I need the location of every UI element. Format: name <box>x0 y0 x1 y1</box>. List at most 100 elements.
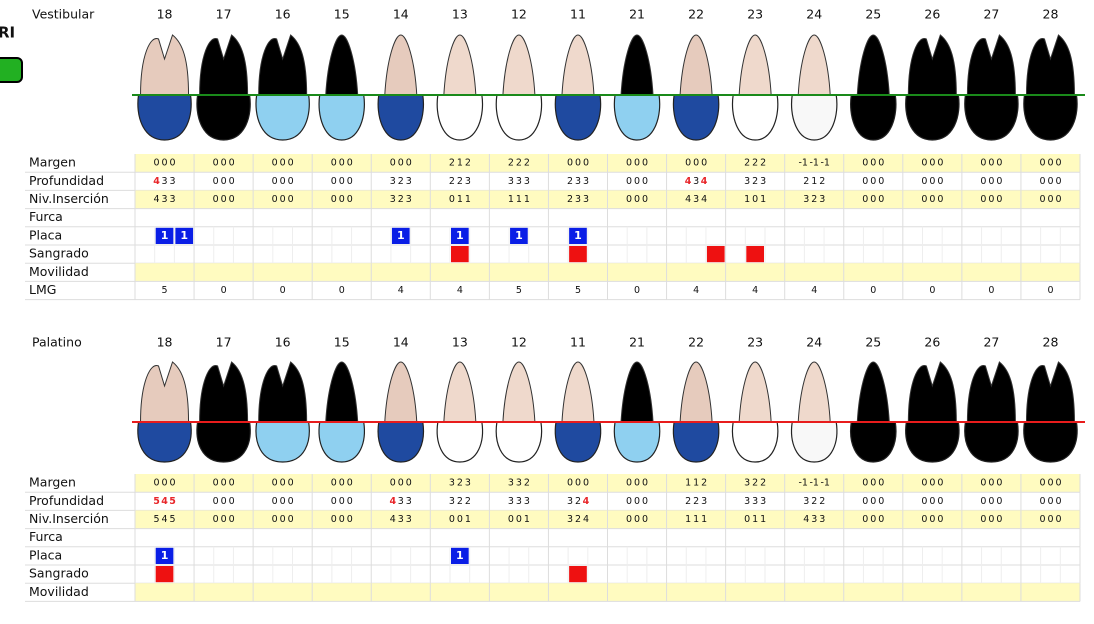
digit: 0 <box>398 158 404 169</box>
digit: 0 <box>1047 194 1053 205</box>
tooth-number: 13 <box>452 7 468 22</box>
digit: 0 <box>862 194 868 205</box>
digit: 1 <box>701 514 707 525</box>
digit: 1 <box>465 514 471 525</box>
digit: 0 <box>339 514 345 525</box>
digit: 2 <box>811 194 817 205</box>
digit: 0 <box>347 194 353 205</box>
digit: 1 <box>508 194 514 205</box>
digit: 2 <box>575 514 581 525</box>
mark-label: 1 <box>456 549 464 562</box>
digit: 0 <box>921 478 927 489</box>
row-label: Furca <box>29 529 63 544</box>
digit: 0 <box>980 158 986 169</box>
digit: 0 <box>567 158 573 169</box>
mark-box <box>569 246 587 262</box>
digit: 0 <box>213 176 219 187</box>
digit: 3 <box>162 176 168 187</box>
digit: 0 <box>339 194 345 205</box>
digit: 3 <box>752 496 758 507</box>
digit: 0 <box>331 194 337 205</box>
digit: 3 <box>701 496 707 507</box>
digit: 0 <box>575 478 581 489</box>
digit: 0 <box>575 158 581 169</box>
digit: 2 <box>752 158 758 169</box>
row-label: Niv.Inserción <box>29 191 109 206</box>
mark-box <box>451 246 469 262</box>
digit: 0 <box>221 496 227 507</box>
digit: 0 <box>288 496 294 507</box>
digit: 0 <box>229 194 235 205</box>
section-title: Vestibular <box>32 7 95 22</box>
tooth-number: 28 <box>1043 335 1059 350</box>
digit: 0 <box>213 478 219 489</box>
digit: 0 <box>398 478 404 489</box>
digit: 4 <box>701 194 707 205</box>
digit: 2 <box>465 496 471 507</box>
row-label: Placa <box>29 227 62 242</box>
digit: 3 <box>760 496 766 507</box>
digit: 5 <box>170 514 176 525</box>
digit: 2 <box>567 176 573 187</box>
digit: 3 <box>449 496 455 507</box>
tooth-number: 21 <box>629 7 645 22</box>
digit: 2 <box>744 158 750 169</box>
digit: 0 <box>862 514 868 525</box>
lmg-value: 4 <box>811 285 817 296</box>
digit: 0 <box>229 496 235 507</box>
digit: 0 <box>937 176 943 187</box>
digit: 3 <box>162 194 168 205</box>
digit: -1 <box>798 158 807 169</box>
digit: 0 <box>583 158 589 169</box>
digit: 0 <box>272 176 278 187</box>
digit: 0 <box>1047 514 1053 525</box>
digit: 0 <box>752 194 758 205</box>
lmg-value: 4 <box>398 285 404 296</box>
digit: 3 <box>406 176 412 187</box>
tooth-number: 11 <box>570 7 586 22</box>
digit: 0 <box>1047 176 1053 187</box>
mark-label: 1 <box>161 229 169 242</box>
digit: 2 <box>575 496 581 507</box>
digit: 0 <box>626 514 632 525</box>
digit: 0 <box>280 514 286 525</box>
digit: 2 <box>811 496 817 507</box>
tooth-number: 17 <box>216 335 232 350</box>
digit: -1 <box>820 478 829 489</box>
digit: 3 <box>398 514 404 525</box>
digit: 0 <box>339 158 345 169</box>
digit: 0 <box>213 496 219 507</box>
digit: 3 <box>449 478 455 489</box>
digit: 0 <box>331 176 337 187</box>
digit: 4 <box>153 176 160 187</box>
digit: 2 <box>819 176 825 187</box>
row-label: Margen <box>29 475 76 490</box>
digit: 4 <box>685 194 691 205</box>
digit: 3 <box>819 514 825 525</box>
tooth-number: 16 <box>275 7 291 22</box>
digit: 0 <box>862 478 868 489</box>
digit: 2 <box>508 158 514 169</box>
tooth-number: 27 <box>983 7 999 22</box>
digit: 0 <box>988 194 994 205</box>
digit: 0 <box>1039 158 1045 169</box>
digit: 0 <box>878 194 884 205</box>
digit: 3 <box>693 176 699 187</box>
lmg-value: 4 <box>752 285 758 296</box>
digit: 2 <box>449 176 455 187</box>
digit: 2 <box>457 496 463 507</box>
button[interactable] <box>0 58 22 82</box>
digit: 2 <box>567 194 573 205</box>
row-label: LMG <box>29 282 56 297</box>
digit: 0 <box>929 478 935 489</box>
digit: 0 <box>390 478 396 489</box>
digit: 0 <box>921 176 927 187</box>
digit: -1 <box>798 478 807 489</box>
digit: 2 <box>398 176 404 187</box>
digit: 0 <box>988 158 994 169</box>
tooth-number: 15 <box>334 7 350 22</box>
digit: 0 <box>1039 496 1045 507</box>
digit: 5 <box>154 514 160 525</box>
digit: 2 <box>760 478 766 489</box>
tooth-number: 18 <box>157 7 173 22</box>
